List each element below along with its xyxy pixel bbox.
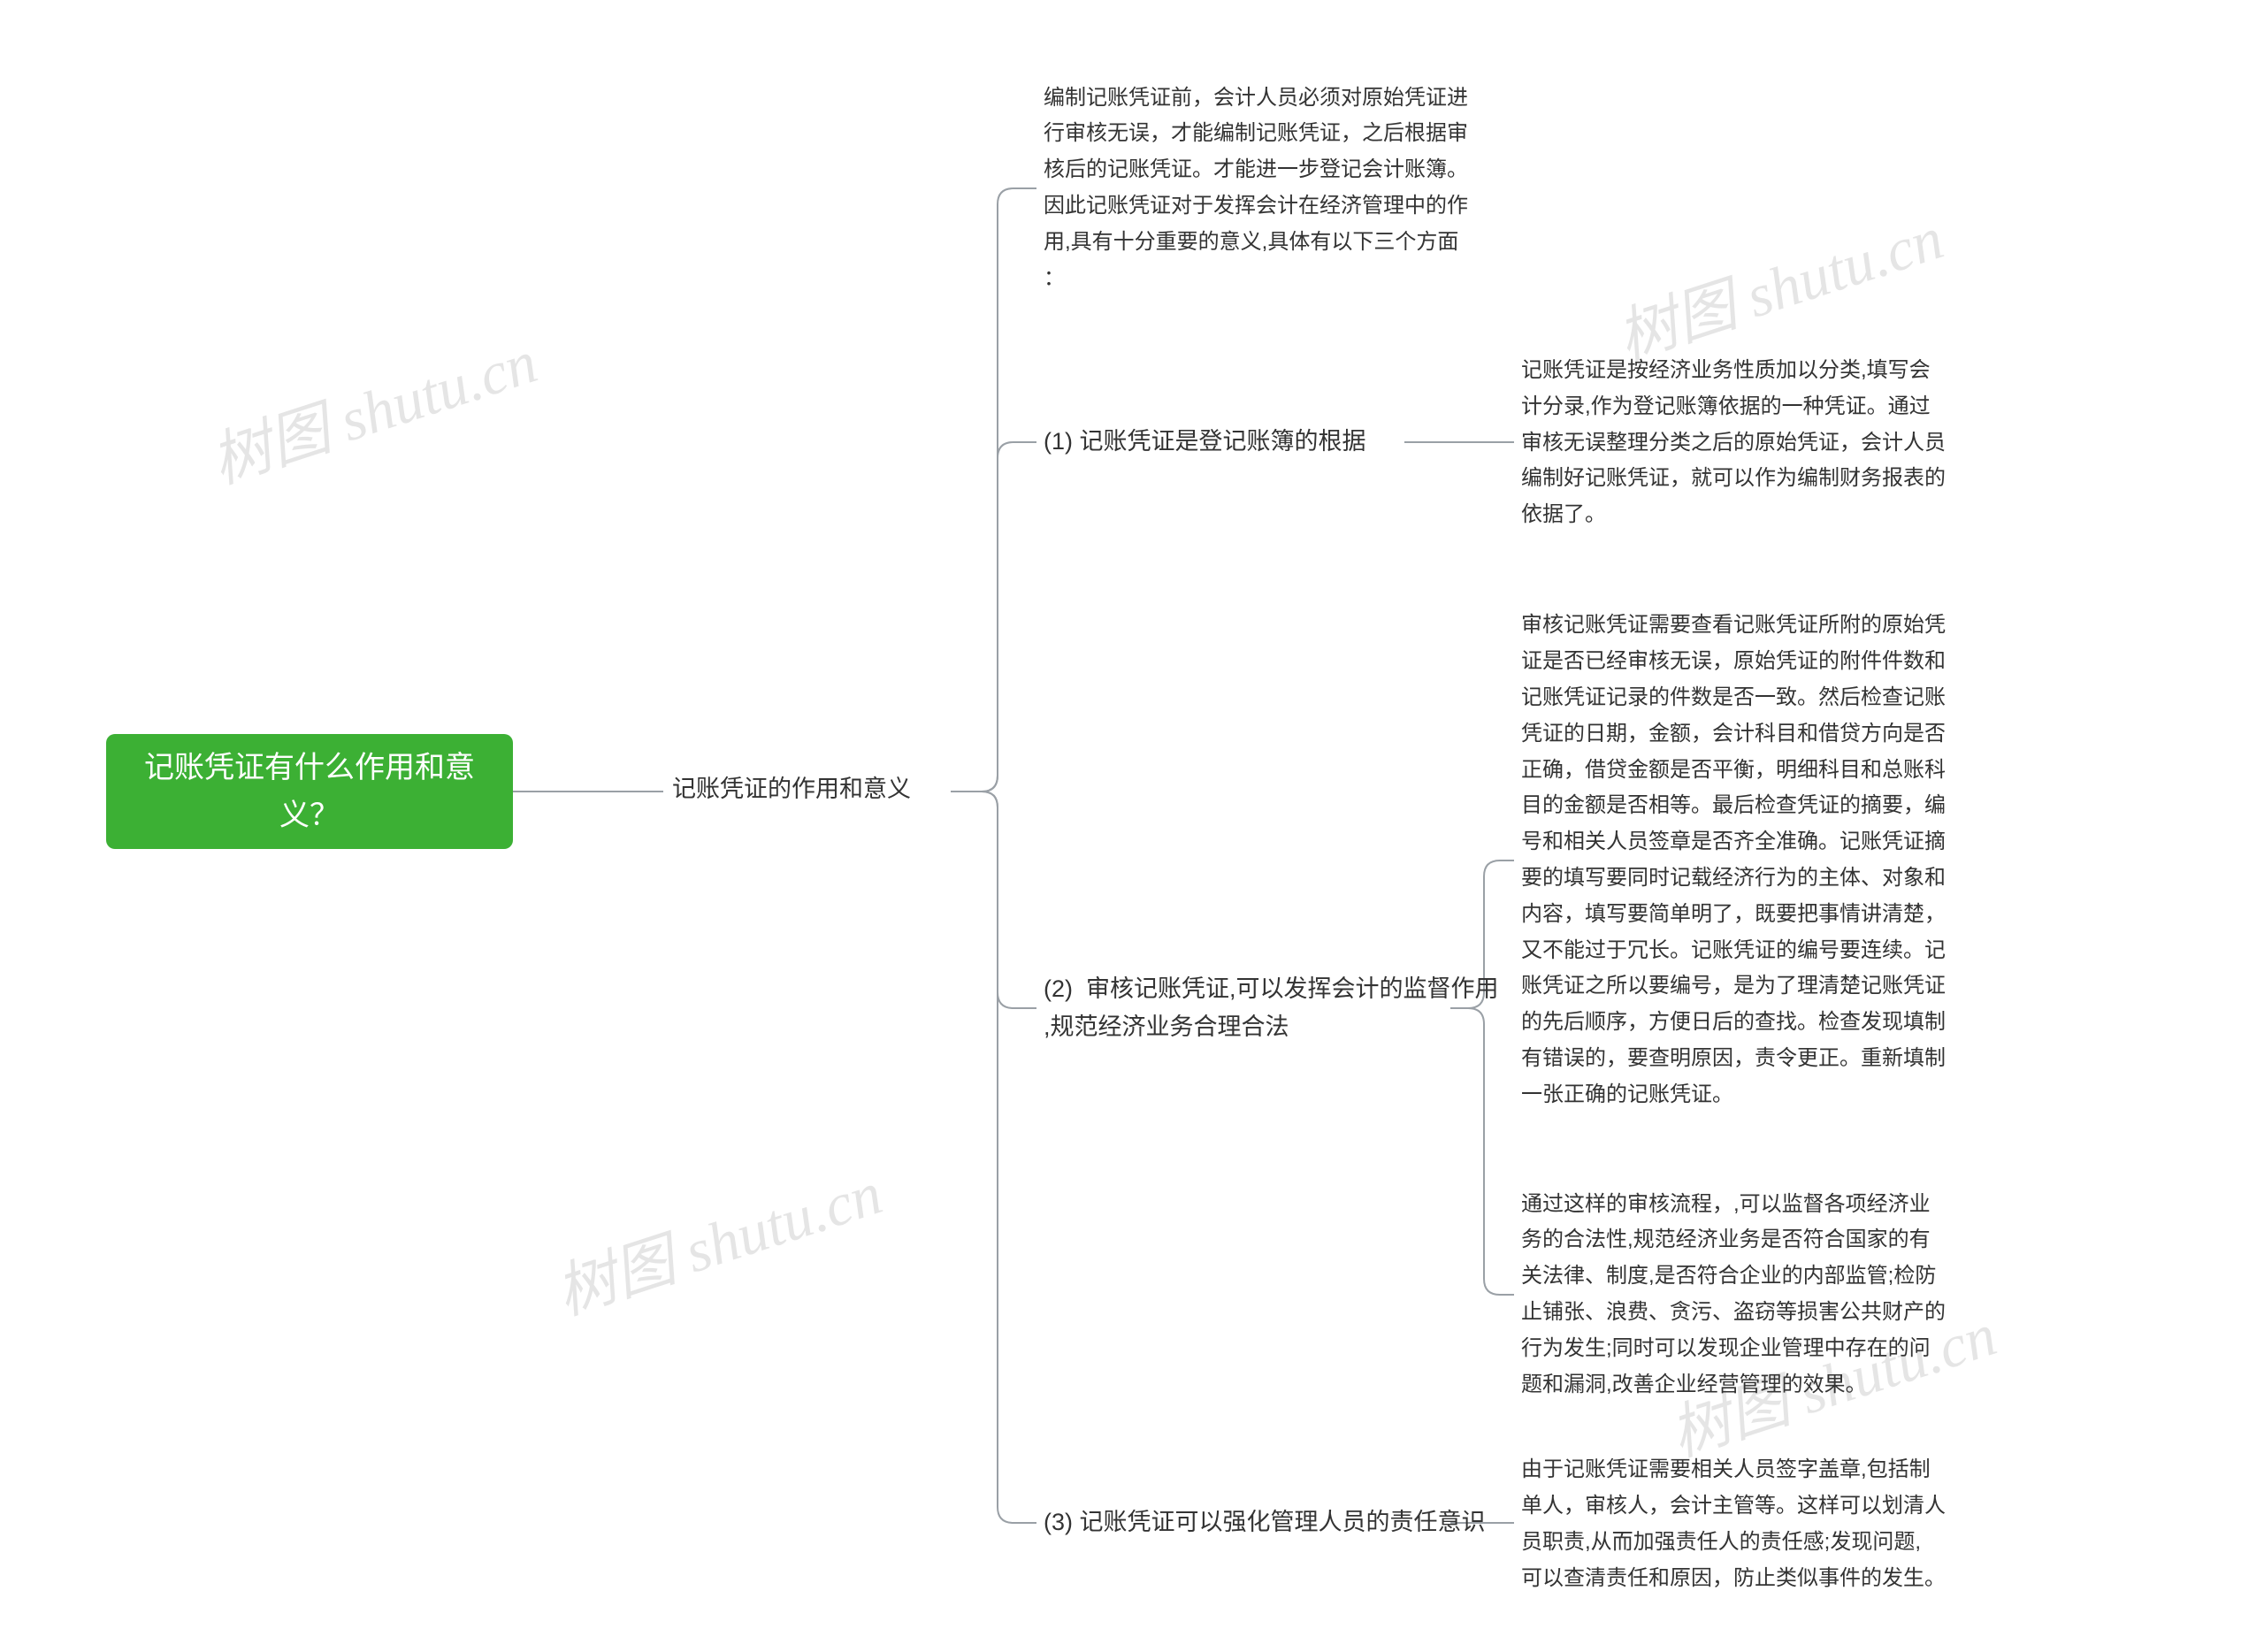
mindmap-root[interactable]: 记账凭证有什么作用和意 义？ xyxy=(106,734,513,849)
mindmap-leaf-3-1[interactable]: 由于记账凭证需要相关人员签字盖章,包括制 单人，审核人，会计主管等。这样可以划清… xyxy=(1521,1450,1999,1599)
node-text: 审核记账凭证需要查看记账凭证所附的原始凭 证是否已经审核无误，原始凭证的附件件数… xyxy=(1521,608,1946,1113)
mindmap-leaf-2-2[interactable]: 通过这样的审核流程，,可以监督各项经济业 务的合法性,规范经济业务是否符合国家的… xyxy=(1521,1185,1999,1404)
node-text: (3) 记账凭证可以强化管理人员的责任意识 xyxy=(1044,1503,1486,1541)
watermark: 树图 shutu.cn xyxy=(543,1143,891,1331)
watermark: 树图 shutu.cn xyxy=(198,312,546,500)
mindmap-node-intro[interactable]: 编制记账凭证前，会计人员必须对原始凭证进 行审核无误，才能编制记账凭证，之后根据… xyxy=(1044,80,1521,297)
watermark: 树图 shutu.cn xyxy=(1604,188,1952,376)
mindmap-node-point3[interactable]: (3) 记账凭证可以强化管理人员的责任意识 xyxy=(1044,1503,1521,1542)
node-text: 记账凭证是按经济业务性质加以分类,填写会 计分录,作为登记账簿依据的一种凭证。通… xyxy=(1521,353,1946,533)
mindmap-node-point2[interactable]: (2) 审核记账凭证,可以发挥会计的监督作用 ,规范经济业务合理合法 xyxy=(1044,971,1521,1045)
node-text: (1) 记账凭证是登记账簿的根据 xyxy=(1044,423,1366,461)
mindmap-node-point1[interactable]: (1) 记账凭证是登记账簿的根据 xyxy=(1044,423,1399,462)
node-text: (2) 审核记账凭证,可以发挥会计的监督作用 ,规范经济业务合理合法 xyxy=(1044,970,1499,1046)
root-label: 记账凭证有什么作用和意 义？ xyxy=(136,744,483,840)
mindmap-branch-level1[interactable]: 记账凭证的作用和意义 xyxy=(672,769,946,810)
mindmap-leaf-2-1[interactable]: 审核记账凭证需要查看记账凭证所附的原始凭 证是否已经审核无误，原始凭证的附件件数… xyxy=(1521,608,1999,1113)
node-text: 编制记账凭证前，会计人员必须对原始凭证进 行审核无误，才能编制记账凭证，之后根据… xyxy=(1044,80,1468,297)
mindmap-leaf-1-1[interactable]: 记账凭证是按经济业务性质加以分类,填写会 计分录,作为登记账簿依据的一种凭证。通… xyxy=(1521,352,1999,534)
node-text: 通过这样的审核流程，,可以监督各项经济业 务的合法性,规范经济业务是否符合国家的… xyxy=(1521,1187,1946,1403)
branch-label: 记账凭证的作用和意义 xyxy=(672,770,911,808)
node-text: 由于记账凭证需要相关人员签字盖章,包括制 单人，审核人，会计主管等。这样可以划清… xyxy=(1521,1452,1946,1596)
